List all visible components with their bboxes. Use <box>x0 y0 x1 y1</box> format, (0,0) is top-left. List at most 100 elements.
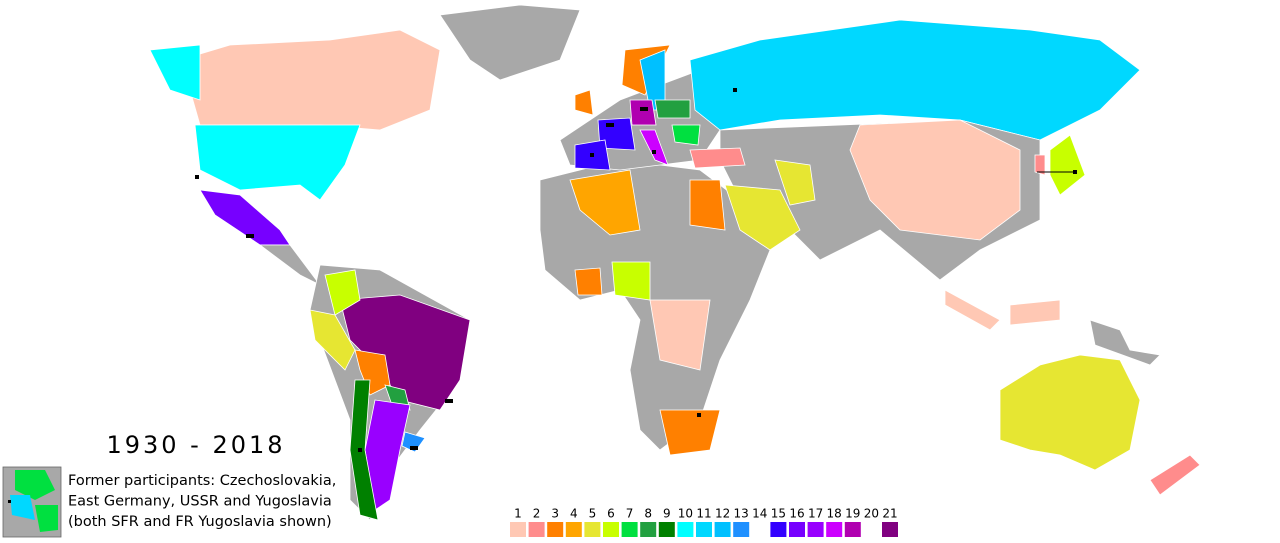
legend-label: 15 <box>771 507 786 521</box>
alaska <box>149 44 201 101</box>
legend-swatch <box>510 522 526 537</box>
central-america <box>258 244 321 286</box>
new-guinea <box>1089 319 1161 366</box>
legend-label: 14 <box>752 507 767 521</box>
legend-swatch <box>733 522 750 537</box>
romania <box>671 124 701 146</box>
uk <box>574 89 594 116</box>
korea <box>1034 154 1046 176</box>
host-marker <box>195 175 199 179</box>
legend-label: 8 <box>644 507 652 521</box>
legend-swatch <box>882 522 898 537</box>
greenland <box>439 4 581 81</box>
legend-swatch <box>696 522 712 537</box>
turkey <box>689 147 746 169</box>
period-title: 1930 - 2018 <box>106 431 285 459</box>
legend-swatch <box>565 522 582 537</box>
host-marker <box>445 399 453 403</box>
legend-label: 6 <box>607 507 615 521</box>
germany <box>629 99 657 126</box>
legend-swatch <box>640 522 657 537</box>
host-marker <box>246 234 254 238</box>
colombia <box>324 269 361 316</box>
note-line: Former participants: Czechoslovakia, <box>68 473 336 489</box>
usa <box>194 124 361 201</box>
legend-swatch <box>621 522 638 537</box>
legend-swatch <box>770 522 787 537</box>
legend-label: 17 <box>808 507 823 521</box>
nigeria <box>611 261 651 301</box>
legend-swatch <box>789 522 805 537</box>
host-marker <box>697 413 701 417</box>
legend-label: 7 <box>626 507 634 521</box>
ghana <box>574 267 603 296</box>
peru <box>309 309 356 371</box>
host-markers <box>195 88 1077 452</box>
legend-swatch <box>826 522 843 537</box>
legend-label: 21 <box>882 507 897 521</box>
algeria <box>569 169 641 236</box>
legend-label: 9 <box>663 507 671 521</box>
sumatra <box>944 289 1001 331</box>
inset <box>2 466 62 538</box>
new-zealand <box>1149 454 1201 496</box>
legend-swatch <box>807 522 824 537</box>
south-africa <box>659 409 721 456</box>
host-marker <box>590 153 594 157</box>
legend-swatch <box>844 522 861 537</box>
italy <box>639 129 669 166</box>
australia <box>999 354 1141 471</box>
former-participants-note: Former participants: Czechoslovakia, East… <box>68 473 336 530</box>
legend-label: 5 <box>589 507 597 521</box>
host-marker <box>358 448 362 452</box>
legend-swatch <box>528 522 545 537</box>
host-marker <box>652 150 656 154</box>
host-marker <box>640 107 648 111</box>
legend-label: 10 <box>678 507 693 521</box>
borneo <box>1009 299 1061 326</box>
host-marker <box>410 446 418 450</box>
brazil <box>339 294 471 411</box>
congo <box>649 299 711 371</box>
poland <box>654 99 691 119</box>
legend-label: 1 <box>514 507 522 521</box>
inset-region <box>15 470 55 500</box>
inset-marker <box>8 500 11 503</box>
host-marker <box>606 123 614 127</box>
japan <box>1049 134 1086 196</box>
russia <box>689 19 1141 141</box>
legend-label: 4 <box>570 507 578 521</box>
legend-label: 2 <box>533 507 541 521</box>
legend-label: 20 <box>864 507 879 521</box>
legend-swatch <box>547 522 564 537</box>
legend-label: 19 <box>845 507 860 521</box>
legend: 1 2 3 4 5 6 7 8 9 10 11 12 13 14 15 16 17 18 19 20 21 <box>510 507 898 537</box>
legend-label: 13 <box>734 507 749 521</box>
legend-label: 18 <box>827 507 842 521</box>
legend-swatch <box>714 522 731 537</box>
legend-label: 3 <box>551 507 559 521</box>
egypt <box>689 179 726 231</box>
legend-swatch <box>584 522 601 537</box>
inset-region <box>35 505 58 532</box>
legend-label: 12 <box>715 507 730 521</box>
bolivia <box>354 349 391 396</box>
mexico <box>199 189 291 246</box>
landmasses <box>149 4 1201 521</box>
legend-label: 11 <box>696 507 711 521</box>
legend-label: 16 <box>789 507 804 521</box>
iran <box>774 159 816 206</box>
uruguay <box>401 431 426 453</box>
note-line: (both SFR and FR Yugoslavia shown) <box>68 514 332 530</box>
chile <box>349 379 379 521</box>
host-marker <box>733 88 737 92</box>
note-line: East Germany, USSR and Yugoslavia <box>68 494 332 510</box>
saudi-arabia <box>724 184 801 251</box>
legend-swatch <box>603 522 619 537</box>
china <box>849 119 1021 241</box>
legend-swatch <box>658 522 675 537</box>
canada <box>179 29 441 131</box>
inset-region <box>10 495 35 520</box>
legend-swatch <box>677 522 694 537</box>
